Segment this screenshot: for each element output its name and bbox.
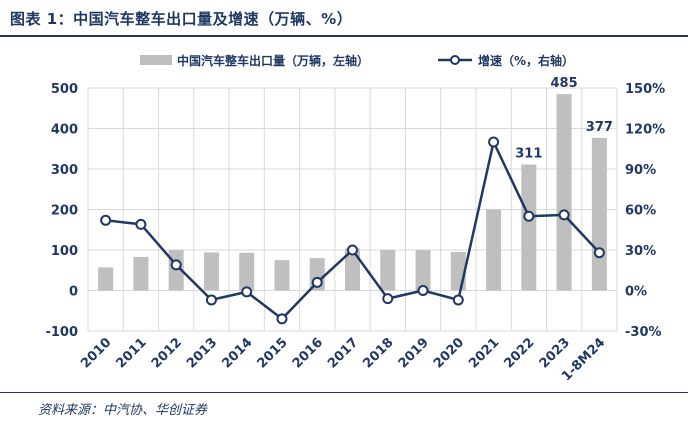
x-axis-tick: 2011 <box>114 335 150 371</box>
bar-2010 <box>98 267 114 291</box>
bar-2023 <box>556 94 572 291</box>
growth-point-2010 <box>100 214 112 226</box>
bar-data-label: 485 <box>551 76 578 91</box>
chart: -100 0 100 200 300 400 500 -30% 0% 30% 60% 90% 120%… <box>45 53 665 384</box>
bar-2017 <box>345 248 360 291</box>
x-axis-tick: 2019 <box>396 335 432 371</box>
bar-2015 <box>274 260 290 291</box>
x-axis-tick: 2015 <box>255 335 291 371</box>
right-axis-tick: -30% <box>625 325 662 340</box>
legend-bar-swatch <box>140 55 172 65</box>
right-axis-tick: 120% <box>625 123 665 138</box>
x-axis-tick: 2010 <box>78 335 114 371</box>
figure-title: 图表 1：中国汽车整车出口量及增速（万辆、%） <box>10 10 353 28</box>
x-axis-tick: 2017 <box>325 335 361 371</box>
x-axis-tick: 2022 <box>501 335 537 371</box>
growth-point-2020 <box>452 294 464 306</box>
bar-2011 <box>133 256 149 291</box>
left-axis-tick: 200 <box>51 204 78 219</box>
source-note: 资料来源：中汽协、华创证券 <box>38 403 208 418</box>
bar-data-label: 377 <box>586 120 613 135</box>
legend: 中国汽车整车出口量（万辆，左轴） 增速（%，右轴） <box>140 53 574 68</box>
growth-point-2018 <box>382 293 394 305</box>
left-axis-tick: 0 <box>69 285 78 300</box>
bar-2014 <box>239 252 255 291</box>
growth-point-2021 <box>488 136 500 148</box>
growth-point-2011 <box>135 218 147 230</box>
left-axis-tick: 300 <box>51 163 78 178</box>
bar-2013 <box>203 252 219 291</box>
bar-2019 <box>415 250 431 291</box>
right-axis-tick: 60% <box>625 204 656 219</box>
left-axis-tick: 500 <box>51 82 78 97</box>
title-rule <box>0 35 688 37</box>
growth-point-2013 <box>205 294 217 306</box>
left-axis-tick: 400 <box>51 123 78 138</box>
legend-line-marker <box>450 55 460 65</box>
growth-point-2014 <box>241 286 253 298</box>
bar-2022 <box>521 164 537 291</box>
x-axis-tick: 2014 <box>219 335 255 371</box>
x-axis-tick: 2013 <box>184 335 220 371</box>
legend-bar-label: 中国汽车整车出口量（万辆，左轴） <box>177 53 369 68</box>
x-axis-tick: 2020 <box>431 335 467 371</box>
source-rule <box>0 392 688 393</box>
bar-2018 <box>380 250 396 291</box>
growth-point-2023 <box>558 209 570 221</box>
x-axis-tick: 2021 <box>466 335 502 371</box>
right-axis-tick: 150% <box>625 82 665 97</box>
growth-point-2015 <box>276 313 288 325</box>
x-axis-tick: 2012 <box>149 335 185 371</box>
bar-1-8M24 <box>591 137 607 291</box>
growth-point-2022 <box>523 210 535 222</box>
growth-point-2019 <box>417 285 429 296</box>
right-axis-tick: 0% <box>625 285 647 300</box>
legend-line-label: 增速（%，右轴） <box>478 53 574 68</box>
left-axis-tick: 100 <box>51 244 78 259</box>
x-axis-tick: 2018 <box>360 335 396 371</box>
bar-data-label: 311 <box>515 147 542 162</box>
growth-point-2017 <box>347 244 358 256</box>
growth-point-1-8M24 <box>593 247 605 259</box>
x-axis-tick: 2016 <box>290 335 326 371</box>
left-axis-tick: -100 <box>45 325 78 340</box>
right-axis-tick: 30% <box>625 244 656 259</box>
bar-2021 <box>486 209 502 291</box>
growth-point-2012 <box>170 259 182 271</box>
growth-point-2016 <box>311 276 323 288</box>
right-axis-tick: 90% <box>625 163 656 178</box>
